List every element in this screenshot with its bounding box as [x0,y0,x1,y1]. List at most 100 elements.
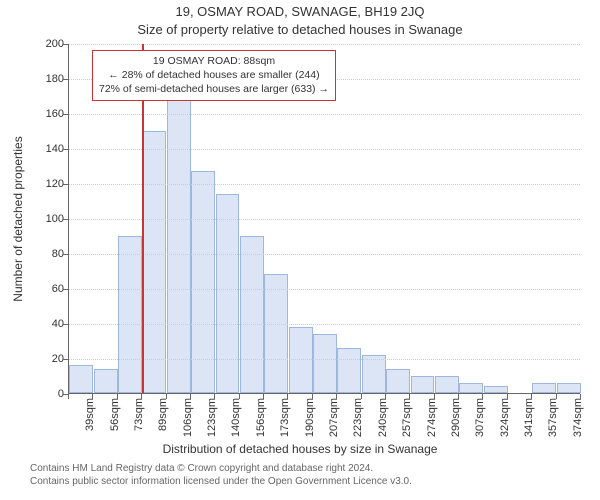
y-tick-mark [63,254,68,255]
bar [435,376,459,394]
x-tick-label: 223sqm [352,398,364,437]
annotation-line: ← 28% of detached houses are smaller (24… [99,68,329,82]
x-tick-label: 89sqm [157,398,169,431]
x-tick-label: 290sqm [450,398,462,437]
x-tick-label: 357sqm [547,398,559,437]
x-tick-label: 341sqm [523,398,535,437]
x-tick-label: 307sqm [474,398,486,437]
x-tick-label: 156sqm [255,398,267,437]
gridline [69,44,580,45]
bar [240,236,264,394]
x-tick-label: 190sqm [304,398,316,437]
gridline [69,149,580,150]
y-tick-mark [63,219,68,220]
bar [167,99,191,393]
bar [362,355,386,394]
footer-line1: Contains HM Land Registry data © Crown c… [30,462,412,475]
x-tick-mark [92,394,93,399]
bar [142,131,166,394]
bar [459,383,483,394]
y-tick-mark [63,359,68,360]
x-tick-label: 106sqm [182,398,194,437]
x-tick-mark [409,394,410,399]
y-tick-mark [63,184,68,185]
bar [216,194,240,394]
bar [411,376,435,394]
annotation-box: 19 OSMAY ROAD: 88sqm← 28% of detached ho… [92,50,336,101]
y-tick-mark [63,79,68,80]
gridline [69,289,580,290]
gridline [69,219,580,220]
x-tick-mark [68,394,69,399]
x-tick-mark [263,394,264,399]
y-tick-label: 40 [34,318,64,330]
y-tick-label: 140 [34,143,64,155]
x-tick-label: 123sqm [206,398,218,437]
x-tick-label: 207sqm [328,398,340,437]
x-tick-mark [507,394,508,399]
y-tick-label: 80 [34,248,64,260]
gridline [69,324,580,325]
bar [532,383,556,394]
gridline [69,184,580,185]
annotation-line: 72% of semi-detached houses are larger (… [99,82,329,96]
y-axis-label: Number of detached properties [11,136,25,301]
bar [69,365,93,393]
gridline [69,254,580,255]
x-tick-mark [385,394,386,399]
y-tick-label: 120 [34,178,64,190]
x-tick-mark [239,394,240,399]
x-tick-mark [166,394,167,399]
bar [313,334,337,394]
footer-line2: Contains public sector information licen… [30,475,412,488]
y-tick-label: 60 [34,283,64,295]
x-tick-mark [531,394,532,399]
y-tick-label: 0 [34,388,64,400]
x-tick-mark [361,394,362,399]
y-tick-label: 160 [34,108,64,120]
x-tick-label: 257sqm [401,398,413,437]
x-tick-mark [190,394,191,399]
footer: Contains HM Land Registry data © Crown c… [30,462,412,488]
x-tick-mark [214,394,215,399]
bar [386,369,410,394]
bar [484,386,508,393]
y-tick-mark [63,44,68,45]
y-tick-label: 20 [34,353,64,365]
x-tick-mark [141,394,142,399]
x-axis-label: Distribution of detached houses by size … [0,442,600,456]
x-tick-mark [580,394,581,399]
y-tick-label: 200 [34,38,64,50]
x-tick-label: 140sqm [230,398,242,437]
x-tick-mark [482,394,483,399]
x-tick-mark [434,394,435,399]
x-tick-label: 39sqm [84,398,96,431]
x-tick-label: 324sqm [499,398,511,437]
y-tick-label: 180 [34,73,64,85]
bar [557,383,581,394]
bar [94,369,118,394]
x-tick-mark [336,394,337,399]
x-tick-label: 56sqm [109,398,121,431]
x-tick-mark [287,394,288,399]
page-title-line1: 19, OSMAY ROAD, SWANAGE, BH19 2JQ [0,4,600,19]
x-tick-label: 240sqm [377,398,389,437]
x-tick-label: 274sqm [426,398,438,437]
x-tick-label: 374sqm [572,398,584,437]
y-tick-mark [63,114,68,115]
bar [118,236,142,394]
x-tick-label: 173sqm [279,398,291,437]
y-tick-mark [63,149,68,150]
gridline [69,359,580,360]
y-tick-mark [63,324,68,325]
x-tick-mark [312,394,313,399]
x-tick-mark [556,394,557,399]
x-tick-mark [117,394,118,399]
y-tick-mark [63,289,68,290]
annotation-line: 19 OSMAY ROAD: 88sqm [99,54,329,68]
bar [264,274,288,393]
x-tick-label: 73sqm [133,398,145,431]
chart-container: 19, OSMAY ROAD, SWANAGE, BH19 2JQ Size o… [0,0,600,500]
gridline [69,114,580,115]
bar [337,348,361,394]
